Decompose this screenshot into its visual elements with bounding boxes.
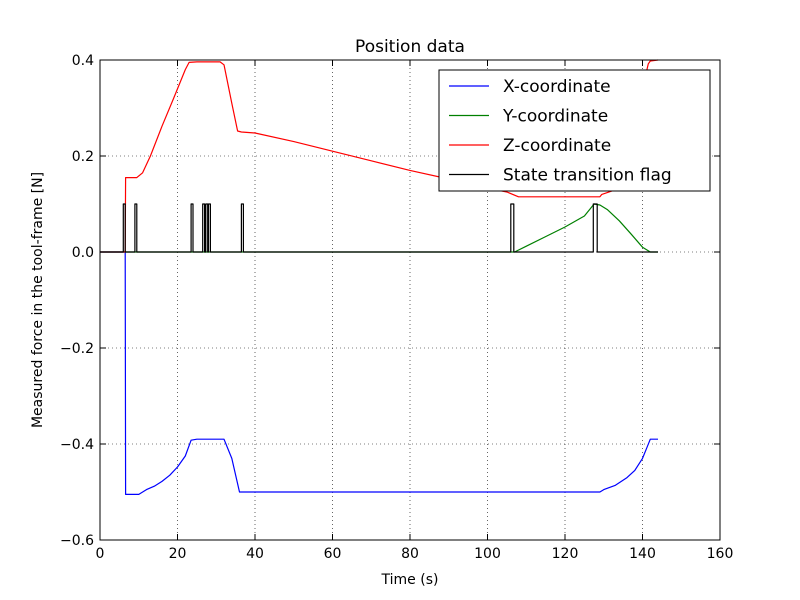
y-axis-title: Measured force in the tool-frame [N]	[30, 172, 46, 428]
x-tick-label: 100	[474, 546, 501, 562]
y-tick-label: 0.2	[72, 149, 94, 165]
y-tick-label: −0.2	[60, 341, 94, 357]
x-tick-label: 40	[246, 546, 264, 562]
x-tick-label: 20	[169, 546, 187, 562]
legend-label: Y-coordinate	[502, 107, 608, 127]
series-line-z-coordinate	[100, 59, 659, 253]
x-axis-title: Time (s)	[381, 572, 439, 588]
legend-box	[438, 69, 711, 192]
x-tick-label: 60	[324, 546, 342, 562]
legend-label: Z-coordinate	[503, 136, 611, 156]
x-tick-label: 0	[96, 546, 105, 562]
y-tick-label: 0.0	[72, 245, 94, 261]
tick-labels: 0 20 40 60 80 100 120 140 160 −0.6 −0.4 −0.2 0.0 0.2 0…	[60, 53, 733, 562]
x-tick-label: 140	[629, 546, 656, 562]
series-line-x-coordinate	[100, 251, 658, 495]
x-tick-label: 120	[552, 546, 579, 562]
chart-title: Position data	[355, 37, 465, 57]
y-tick-label: −0.4	[60, 437, 94, 453]
x-tick-label: 80	[401, 546, 419, 562]
legend-label: State transition flag	[503, 166, 672, 186]
y-tick-label: 0.4	[72, 53, 94, 69]
legend-label: X-coordinate	[503, 77, 611, 97]
series-lines	[100, 59, 659, 495]
series-line-state-transition-flag	[100, 203, 658, 253]
y-tick-label: −0.6	[60, 533, 94, 549]
axis-ticks	[99, 59, 721, 541]
x-tick-label: 160	[707, 546, 734, 562]
legend: X-coordinate Y-coordinate Z-coordinate Stat…	[438, 69, 711, 192]
